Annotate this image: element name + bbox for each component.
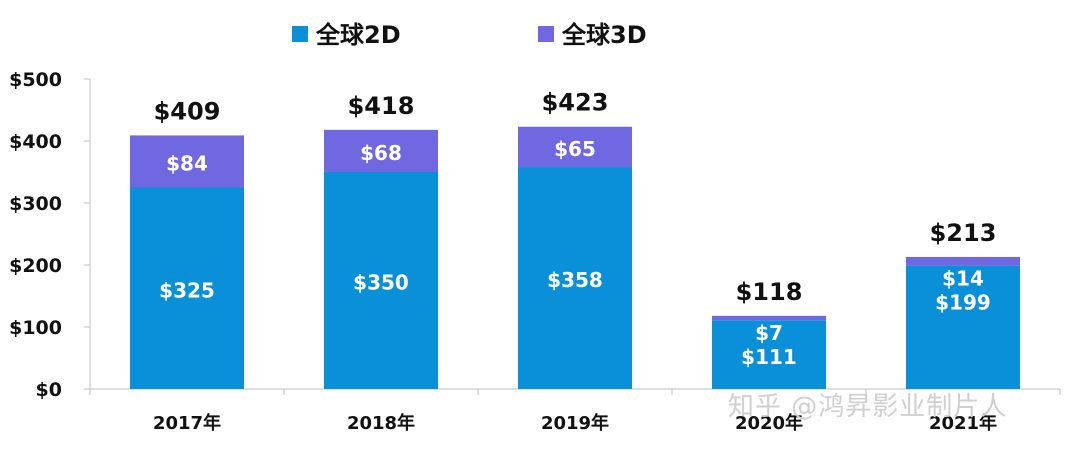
bar-segment [130,187,244,389]
data-label-3d: $68 [360,141,402,165]
x-tick-label: 2019年 [541,412,609,434]
bar-segment [712,320,826,389]
data-label-2d: $325 [159,278,215,302]
bar-segment [518,167,632,389]
legend-label: 全球2D [315,21,401,49]
y-tick-label: $0 [36,379,62,401]
y-tick-label: $300 [9,193,62,215]
bar-segment [712,315,826,321]
x-tick-label: 2018年 [347,412,415,434]
x-tick-label: 2017年 [153,412,221,434]
legend-swatch [292,26,308,42]
data-label-3d: $84 [166,151,208,175]
total-label: $423 [542,89,609,117]
data-label-2d: $199 [935,291,991,315]
data-label-3d: $14 [942,267,984,291]
y-tick-label: $500 [9,69,62,91]
y-tick-label: $400 [9,131,62,153]
y-axis: $0 $100 $200 $300 $400 $500 [9,69,91,401]
bar-segment [906,265,1020,389]
data-label-2d: $350 [353,271,409,295]
data-label-2d: $111 [741,345,797,369]
bar-segment [906,256,1020,266]
bar-segment [324,172,438,389]
y-tick-label: $100 [9,317,62,339]
y-tick-label: $200 [9,255,62,277]
legend: 全球2D 全球3D [292,21,647,49]
x-tick-label: 2020年 [735,412,803,434]
data-label-3d: $65 [554,137,596,161]
bar-segment [130,135,244,188]
total-label: $213 [930,219,997,247]
data-label-2d: $358 [547,268,603,292]
legend-swatch [538,26,554,42]
data-label-3d: $7 [755,321,783,345]
x-axis: 2017年 2018年 2019年 2020年 2021年 [89,388,1061,434]
legend-label: 全球3D [561,21,647,49]
bars: $325 $84 $409 $350 $68 $418 $358 $65 $423 $111$7 $… [130,89,1020,389]
bar-segment [518,126,632,168]
total-label: $118 [736,278,803,306]
x-tick-label: 2021年 [929,412,997,434]
total-label: $418 [348,92,415,120]
total-label: $409 [154,97,221,125]
bar-segment [324,129,438,172]
watermark: 知乎 @鸿昇影业制片人 [728,392,1008,422]
